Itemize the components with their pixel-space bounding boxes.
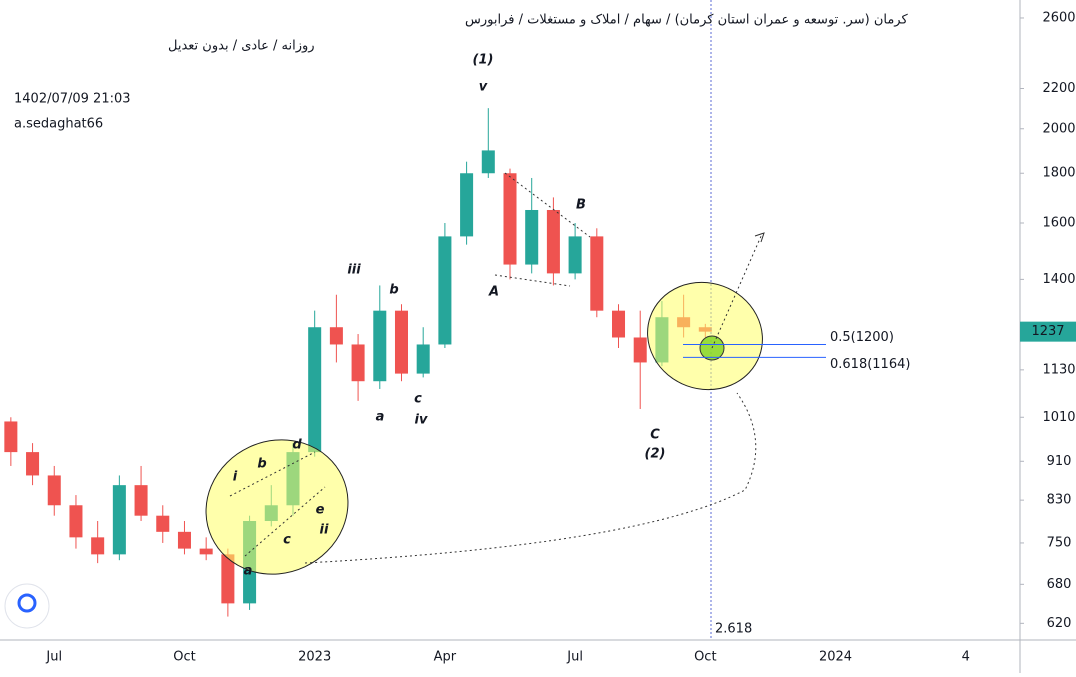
author: a.sedaghat66 [14,117,103,132]
price-label: 1237 [1031,324,1064,339]
wave-label: a [376,410,385,425]
candle-body [394,310,408,374]
candle-body [69,505,83,538]
y-tick-label: 750 [1047,535,1072,550]
candle-body [568,236,582,274]
header-subtitle: روزانه / عادی / بدون تعدیل [168,39,315,54]
y-tick-label: 620 [1047,616,1072,631]
candle-body [633,337,647,363]
y-tick-label: 1010 [1042,410,1075,425]
header-title: کرمان (سر. توسعه و عمران استان کرمان) / … [465,13,908,28]
candle-body [546,209,560,274]
y-tick-label: 2000 [1042,121,1075,136]
candle-body [308,327,322,453]
plot-area [4,108,712,617]
wave-label: c [283,533,291,548]
dotted-arrow [711,233,763,349]
highlight-ellipse [205,439,349,575]
wave-label: C [650,428,660,443]
wave-label: A [488,285,499,300]
x-tick-label: Apr [434,650,457,665]
candle-body [525,209,539,265]
wave-label: (1) [473,53,494,68]
wave-label: v [479,80,488,95]
fib-label: 0.5(1200) [830,330,894,345]
wave-label: c [414,392,422,407]
wave-label: d [292,438,302,453]
y-tick-label: 910 [1047,454,1072,469]
wave-label: b [389,283,398,298]
candle-body [438,236,452,345]
dotted-arrow [304,392,757,564]
candle-body [460,173,474,237]
candle-body [612,310,626,338]
wave-label: e [316,503,325,518]
timestamp: 1402/07/09 21:03 [14,92,131,107]
arrow-head [754,232,765,243]
candle-body [177,531,191,549]
candle-body [112,485,126,555]
candle-body [503,173,517,265]
wave-label: b [257,457,266,472]
x-tick-label: Jul [566,650,583,665]
candle-body [134,485,148,516]
x-tick-label: Oct [173,650,195,665]
y-tick-label: 1800 [1042,166,1075,181]
candle-body [329,327,343,345]
y-tick-label: 2200 [1042,81,1075,96]
candle-body [47,475,61,506]
candle-body [351,344,365,382]
logo-mark [17,593,37,613]
price-box [1020,321,1076,342]
y-tick-label: 680 [1047,577,1072,592]
candle-body [221,554,235,604]
wave-label: ii [320,523,329,538]
channel-line [229,451,326,557]
fib-label: 0.618(1164) [830,357,910,372]
y-tick-label: 1130 [1042,362,1075,377]
y-tick-label: 1600 [1042,215,1075,230]
candle-body [199,548,213,555]
candle-body [416,344,430,374]
wave-label: iv [415,413,428,428]
y-tick-label: 1400 [1042,272,1075,287]
wave-label: iii [347,263,361,278]
candle-body [590,236,604,311]
candle-body [4,421,18,453]
x-tick-label: Jul [45,650,62,665]
wave-label: a [244,564,253,579]
highlight-ellipse [647,281,763,391]
y-tick-label: 2600 [1042,10,1075,25]
wave-label: (2) [645,447,666,462]
candle-body [26,452,40,476]
candle-body [481,150,495,174]
x-tick-label: 2024 [819,650,852,665]
x-tick-label: 2023 [298,650,331,665]
candle-body [156,515,170,532]
wave-label: i [233,470,238,485]
candle-body [91,537,105,555]
x-tick-label: 4 [962,650,970,665]
wave-label: B [576,198,586,213]
candle-body [373,310,387,382]
extension-label: 2.618 [715,622,752,637]
x-tick-label: Oct [694,650,716,665]
logo[interactable] [4,583,50,629]
y-tick-label: 830 [1047,493,1072,508]
